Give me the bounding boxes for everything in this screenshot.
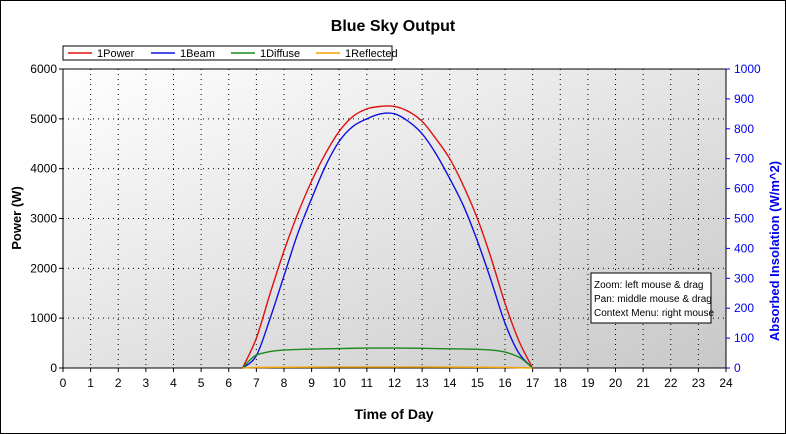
y-axis-right-label: Absorbed Insolation (W/m^2)	[767, 161, 782, 341]
x-tick-label: 4	[170, 376, 177, 390]
x-tick-label: 22	[664, 376, 678, 390]
chart-title: Blue Sky Output	[331, 18, 456, 35]
y-tick-label: 5000	[30, 112, 57, 126]
y-tick-label: 3000	[30, 212, 57, 226]
x-tick-label: 16	[498, 376, 512, 390]
x-tick-label: 6	[225, 376, 232, 390]
grid	[63, 69, 726, 368]
x-tick-label: 3	[143, 376, 150, 390]
y-right-tick-label: 700	[734, 152, 754, 166]
x-axis-label: Time of Day	[354, 406, 433, 422]
x-tick-label: 7	[253, 376, 260, 390]
x-tick-label: 12	[388, 376, 402, 390]
x-tick-label: 24	[719, 376, 733, 390]
series-lines	[241, 105, 534, 369]
x-tick-label: 11	[361, 376, 374, 390]
y-tick-label: 0	[50, 361, 57, 375]
series-line-1beam	[242, 112, 534, 369]
x-tick-label: 13	[415, 376, 429, 390]
y-right-tick-label: 1000	[734, 62, 761, 76]
legend-box	[62, 45, 393, 61]
hint-box: Zoom: left mouse & drag Pan: middle mous…	[590, 272, 714, 324]
legend-label: 1Power	[97, 48, 135, 60]
x-tick-label: 9	[308, 376, 315, 390]
y-tick-label: 6000	[30, 62, 57, 76]
x-tick-label: 20	[609, 376, 623, 390]
x-tick-label: 1	[87, 376, 94, 390]
y-right-tick-label: 900	[734, 92, 754, 106]
y-tick-label: 1000	[30, 311, 57, 325]
legend-label: 1Beam	[180, 48, 215, 60]
hint-line-context: Context Menu: right mouse	[594, 308, 714, 319]
legend-label: 1Diffuse	[260, 48, 300, 60]
y-right-tick-label: 300	[734, 271, 754, 285]
x-tick-label: 15	[471, 376, 485, 390]
x-tick-label: 21	[636, 376, 650, 390]
y-right-tick-label: 800	[734, 122, 754, 136]
y-right-tick-label: 100	[734, 331, 754, 345]
x-tick-label: 5	[198, 376, 205, 390]
x-tick-label: 0	[60, 376, 67, 390]
y-axis-label: Power (W)	[9, 186, 24, 250]
y-right-tick-label: 0	[734, 361, 741, 375]
hint-line-zoom: Zoom: left mouse & drag	[594, 280, 704, 291]
x-tick-label: 10	[333, 376, 347, 390]
legend-label: 1Reflected	[345, 48, 398, 60]
series-line-1diffuse	[242, 347, 534, 369]
x-tick-label: 8	[281, 376, 288, 390]
x-tick-label: 2	[115, 376, 122, 390]
y-right-tick-label: 200	[734, 301, 754, 315]
x-tick-label: 14	[443, 376, 457, 390]
axis-ticks: 0 1 2 3 4 5 6 7 8 9 10 11 12 13 14 15 16 17 18 19 20 21 22 23 24…	[30, 62, 761, 390]
legend: 1Power 1Beam 1Diffuse 1Reflected	[62, 45, 398, 61]
y-right-tick-label: 400	[734, 241, 754, 255]
x-tick-label: 17	[526, 376, 540, 390]
series-line-1reflected	[242, 366, 533, 369]
y-right-tick-label: 600	[734, 182, 754, 196]
hint-line-pan: Pan: middle mouse & drag	[594, 294, 712, 305]
y-tick-label: 2000	[30, 261, 57, 275]
x-tick-label: 18	[554, 376, 568, 390]
series-line-1power	[241, 105, 534, 369]
x-tick-label: 19	[581, 376, 595, 390]
x-tick-label: 23	[692, 376, 706, 390]
y-right-tick-label: 500	[734, 212, 754, 226]
y-tick-label: 4000	[30, 162, 57, 176]
